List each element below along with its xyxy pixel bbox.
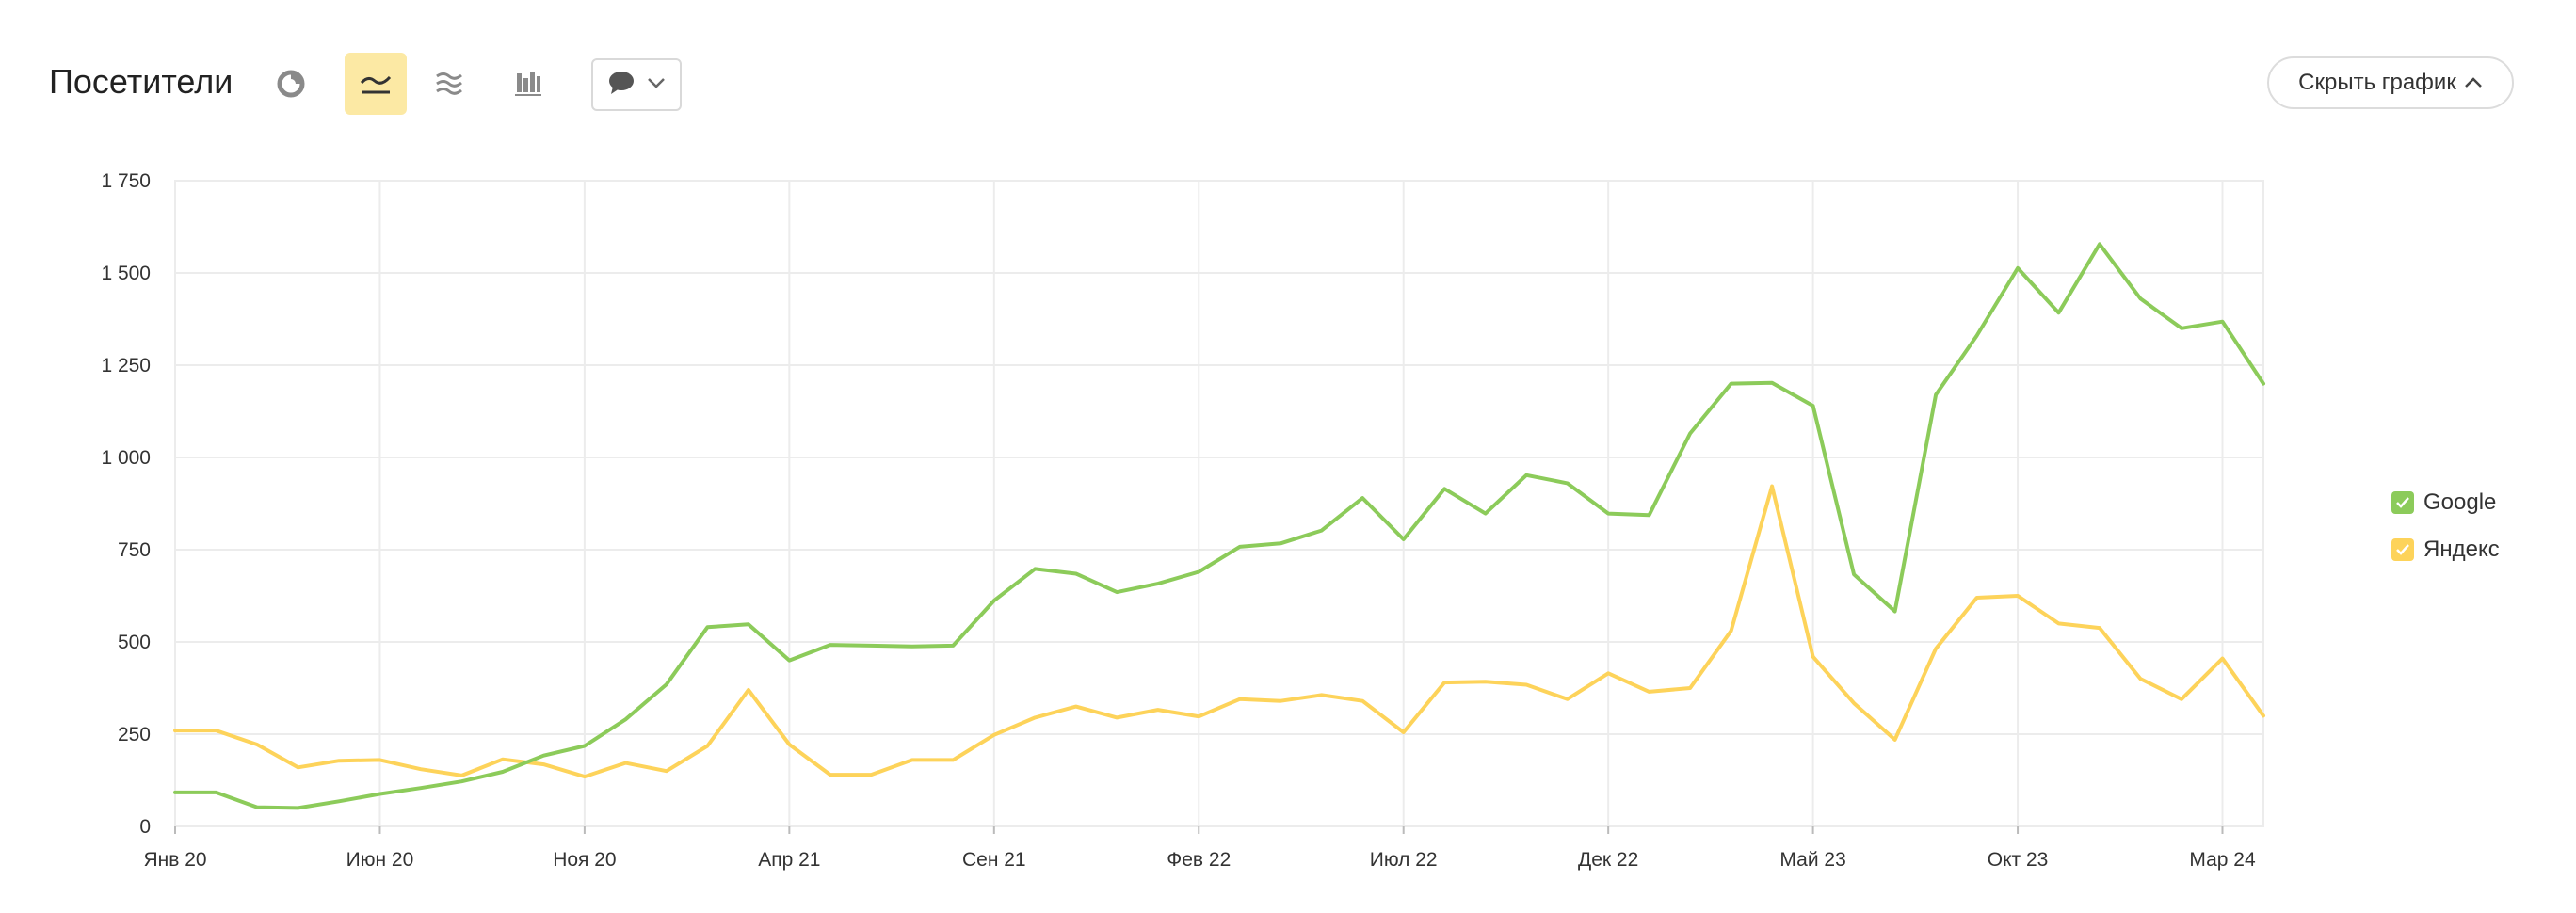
y-tick-label: 750 — [118, 539, 151, 561]
legend-label-google: Google — [2423, 489, 2497, 515]
y-tick-label: 1 000 — [101, 447, 151, 469]
legend-item-google[interactable]: Google — [2391, 489, 2496, 516]
line-chart-button[interactable] — [345, 53, 407, 115]
stacked-area-button[interactable] — [418, 53, 480, 115]
y-tick-label: 250 — [118, 724, 151, 745]
bar-chart-icon — [512, 68, 544, 100]
x-tick-label: Янв 20 — [143, 849, 206, 871]
hide-chart-label: Скрыть график — [2298, 70, 2456, 95]
checkbox-icon — [2391, 491, 2414, 514]
series-line-yandex — [173, 484, 2265, 779]
comments-dropdown[interactable] — [591, 58, 682, 111]
x-tick-label: Фев 22 — [1167, 849, 1231, 871]
x-tick-label: Окт 23 — [1988, 849, 2049, 871]
x-tick-label: Ноя 20 — [553, 849, 616, 871]
pie-chart-button[interactable] — [260, 53, 322, 115]
x-tick-label: Июн 20 — [346, 849, 414, 871]
y-tick-label: 1 250 — [101, 355, 151, 376]
plot-frame — [174, 180, 2264, 827]
hide-chart-button[interactable]: Скрыть график — [2267, 56, 2514, 109]
x-tick-label: Май 23 — [1779, 849, 1845, 871]
x-tick-label: Июл 22 — [1370, 849, 1438, 871]
x-tick-label: Мар 24 — [2189, 849, 2256, 871]
chevron-up-icon — [2464, 70, 2483, 96]
stacked-area-icon — [433, 68, 465, 100]
bar-chart-button[interactable] — [497, 53, 559, 115]
legend-label-yandex: Яндекс — [2423, 537, 2500, 562]
pie-chart-icon — [275, 68, 307, 100]
x-tick-label: Дек 22 — [1578, 849, 1638, 871]
line-chart-icon — [359, 70, 393, 98]
x-tick-label: Апр 21 — [758, 849, 820, 871]
legend-item-yandex[interactable]: Яндекс — [2391, 537, 2500, 563]
page-title: Посетители — [49, 62, 233, 101]
y-tick-label: 500 — [118, 632, 151, 653]
y-tick-label: 0 — [139, 816, 151, 838]
series-line-google — [173, 242, 2265, 810]
checkbox-icon — [2391, 538, 2414, 561]
y-tick-label: 1 500 — [101, 263, 151, 284]
comment-icon — [607, 70, 636, 101]
x-tick-label: Сен 21 — [962, 849, 1026, 871]
y-tick-label: 1 750 — [101, 170, 151, 192]
chevron-down-icon — [647, 76, 666, 94]
